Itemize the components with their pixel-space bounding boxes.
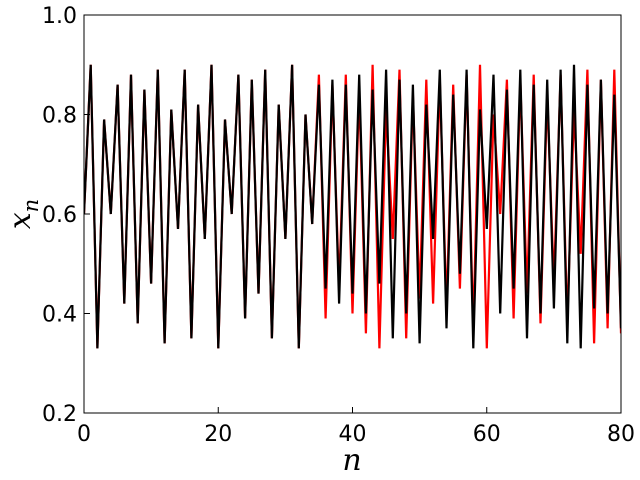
y-axis: 0.2 0.4 0.6 0.8 1.0: [42, 4, 90, 427]
x-axis: 0 20 40 60 80: [77, 407, 635, 447]
x-tick-label: 20: [204, 422, 232, 447]
series-layer: [84, 64, 621, 349]
y-axis-label-subscript: n: [19, 199, 43, 213]
y-tick-label: 0.6: [42, 203, 77, 228]
x-tick-label: 80: [607, 422, 635, 447]
y-axis-label-base: x: [3, 212, 38, 229]
y-tick-label: 1.0: [42, 4, 77, 29]
series-line-2: [84, 64, 621, 349]
x-axis-label: n: [342, 443, 361, 478]
x-tick-label: 40: [339, 422, 367, 447]
y-tick-label: 0.2: [42, 402, 77, 427]
x-tick-label: 0: [77, 422, 91, 447]
x-tick-label: 60: [473, 422, 501, 447]
y-tick-label: 0.4: [42, 303, 77, 328]
y-tick-label: 0.8: [42, 104, 77, 129]
y-axis-label: xn: [3, 199, 43, 229]
